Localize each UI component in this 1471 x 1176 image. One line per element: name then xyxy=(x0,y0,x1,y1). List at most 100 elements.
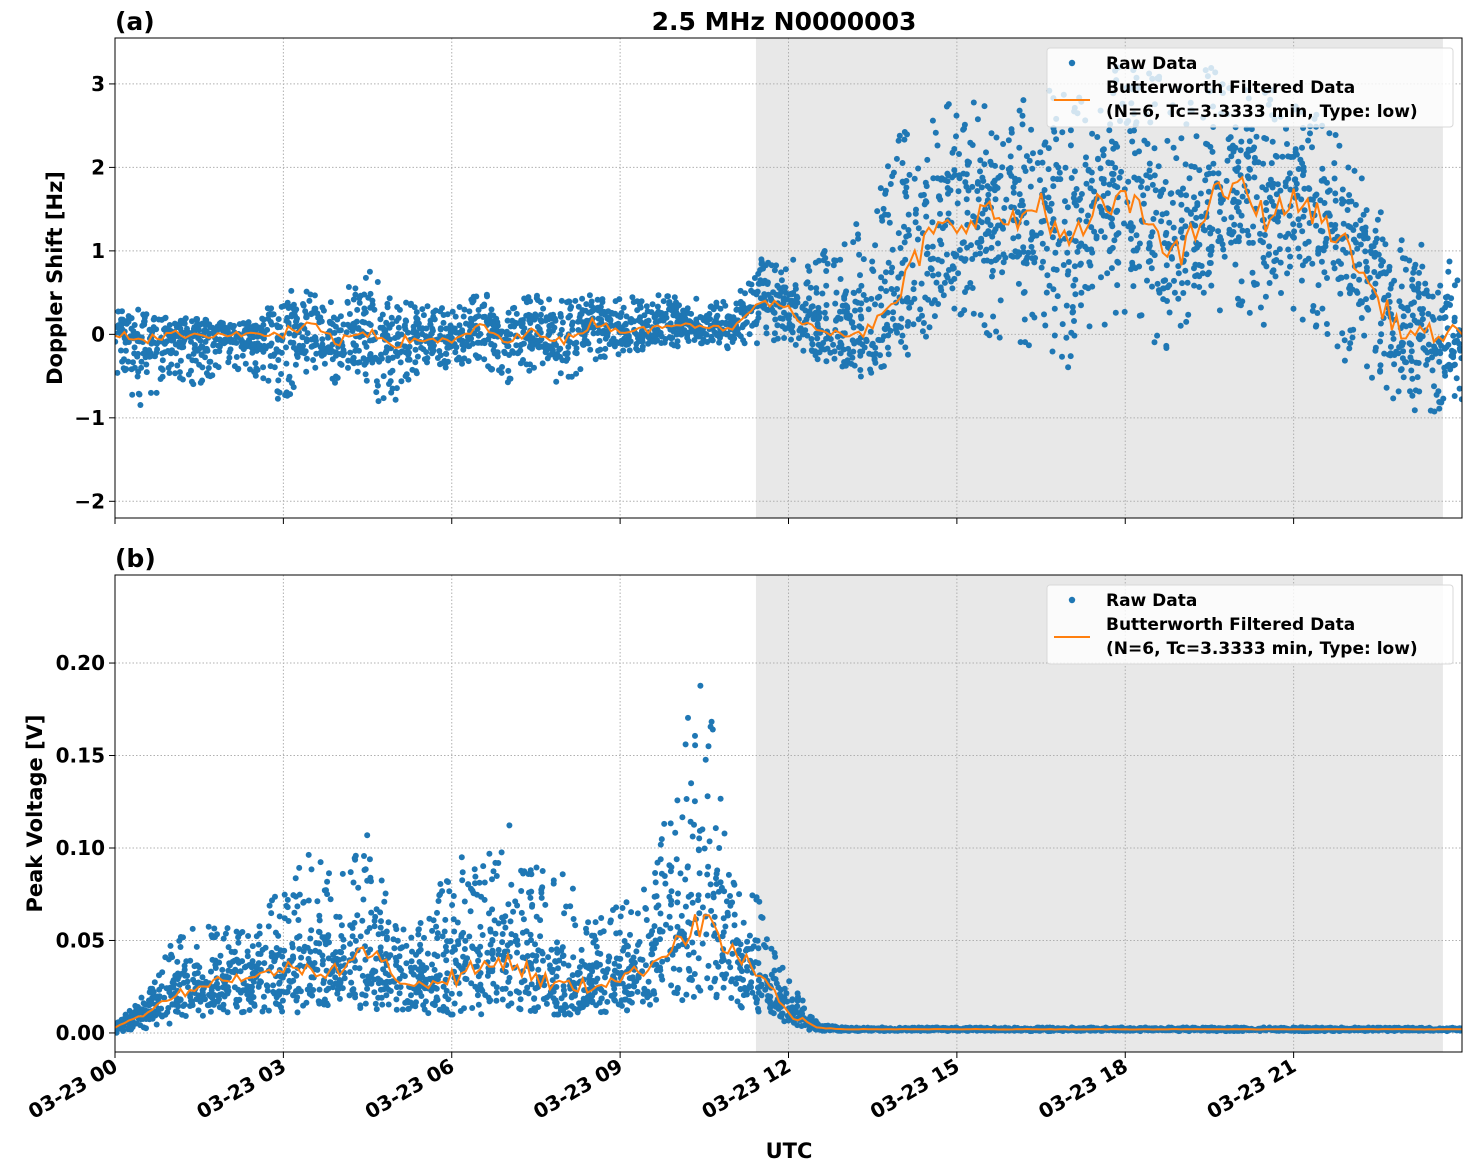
raw-data-point xyxy=(832,356,838,362)
raw-data-point xyxy=(862,345,868,351)
raw-data-point xyxy=(1114,232,1120,238)
raw-data-point xyxy=(562,1012,568,1018)
raw-data-point xyxy=(132,1003,138,1009)
raw-data-point xyxy=(655,309,661,315)
raw-data-point xyxy=(696,330,702,336)
raw-data-point xyxy=(1152,145,1158,151)
raw-data-point xyxy=(823,283,829,289)
raw-data-point xyxy=(514,903,520,909)
raw-data-point xyxy=(1416,360,1422,366)
raw-data-point xyxy=(955,200,961,206)
y-axis-label: Doppler Shift [Hz] xyxy=(43,171,67,385)
raw-data-point xyxy=(1182,223,1188,229)
raw-data-point xyxy=(212,962,218,968)
raw-data-point xyxy=(1125,179,1131,185)
raw-data-point xyxy=(243,361,249,367)
raw-data-point xyxy=(816,314,822,320)
raw-data-point xyxy=(950,266,956,272)
raw-data-point xyxy=(913,219,919,225)
raw-data-point xyxy=(1347,290,1353,296)
raw-data-point xyxy=(685,715,691,721)
raw-data-point xyxy=(449,991,455,997)
raw-data-point xyxy=(1147,258,1153,264)
raw-data-point xyxy=(1299,228,1305,234)
raw-data-point xyxy=(444,988,450,994)
raw-data-point xyxy=(363,866,369,872)
raw-data-point xyxy=(1220,241,1226,247)
raw-data-point xyxy=(977,157,983,163)
raw-data-point xyxy=(1416,270,1422,276)
raw-data-point xyxy=(394,385,400,391)
raw-data-point xyxy=(1339,330,1345,336)
raw-data-point xyxy=(1395,350,1401,356)
raw-data-point xyxy=(1028,127,1034,133)
raw-data-point xyxy=(200,974,206,980)
raw-data-point xyxy=(718,306,724,312)
raw-data-point xyxy=(898,245,904,251)
raw-data-point xyxy=(649,951,655,957)
raw-data-point xyxy=(857,307,863,313)
raw-data-point xyxy=(348,980,354,986)
raw-data-point xyxy=(332,330,338,336)
raw-data-point xyxy=(365,295,371,301)
raw-data-point xyxy=(459,877,465,883)
raw-data-point xyxy=(252,360,258,366)
raw-data-point xyxy=(1062,198,1068,204)
raw-data-point xyxy=(934,280,940,286)
raw-data-point xyxy=(685,865,691,871)
raw-data-point xyxy=(1445,294,1451,300)
raw-data-point xyxy=(722,831,728,837)
raw-data-point xyxy=(800,348,806,354)
raw-data-point xyxy=(823,315,829,321)
raw-data-point xyxy=(409,958,415,964)
raw-data-point xyxy=(457,322,463,328)
raw-data-point xyxy=(866,351,872,357)
raw-data-point xyxy=(1287,170,1293,176)
raw-data-point xyxy=(1263,136,1269,142)
raw-data-point xyxy=(282,392,288,398)
raw-data-point xyxy=(1356,301,1362,307)
raw-data-point xyxy=(960,127,966,133)
raw-data-point xyxy=(942,177,948,183)
raw-data-point xyxy=(1061,262,1067,268)
raw-data-point xyxy=(260,375,266,381)
raw-data-point xyxy=(1132,150,1138,156)
raw-data-point xyxy=(1089,131,1095,137)
raw-data-point xyxy=(1109,216,1115,222)
raw-data-point xyxy=(1235,165,1241,171)
raw-data-point xyxy=(359,918,365,924)
raw-data-point xyxy=(281,303,287,309)
raw-data-point xyxy=(1141,201,1147,207)
raw-data-point xyxy=(878,185,884,191)
raw-data-point xyxy=(1017,108,1023,114)
raw-data-point xyxy=(727,964,733,970)
raw-data-point xyxy=(499,849,505,855)
raw-data-point xyxy=(1337,291,1343,297)
raw-data-point xyxy=(480,932,486,938)
raw-data-point xyxy=(949,174,955,180)
raw-data-point xyxy=(842,241,848,247)
raw-data-point xyxy=(341,955,347,961)
raw-data-point xyxy=(383,320,389,326)
raw-data-point xyxy=(1089,284,1095,290)
raw-data-point xyxy=(924,271,930,277)
raw-data-point xyxy=(238,968,244,974)
raw-data-point xyxy=(1364,207,1370,213)
raw-data-point xyxy=(226,355,232,361)
raw-data-point xyxy=(495,354,501,360)
raw-data-point xyxy=(457,991,463,997)
raw-data-point xyxy=(452,1001,458,1007)
raw-data-point xyxy=(675,343,681,349)
raw-data-point xyxy=(1343,250,1349,256)
raw-data-point xyxy=(481,356,487,362)
raw-data-point xyxy=(147,1001,153,1007)
raw-data-point xyxy=(394,318,400,324)
raw-data-point xyxy=(357,965,363,971)
raw-data-point xyxy=(1270,185,1276,191)
raw-data-point xyxy=(643,906,649,912)
raw-data-point xyxy=(540,958,546,964)
raw-data-point xyxy=(956,188,962,194)
raw-data-point xyxy=(1403,267,1409,273)
raw-data-point xyxy=(761,291,767,297)
raw-data-point xyxy=(898,324,904,330)
